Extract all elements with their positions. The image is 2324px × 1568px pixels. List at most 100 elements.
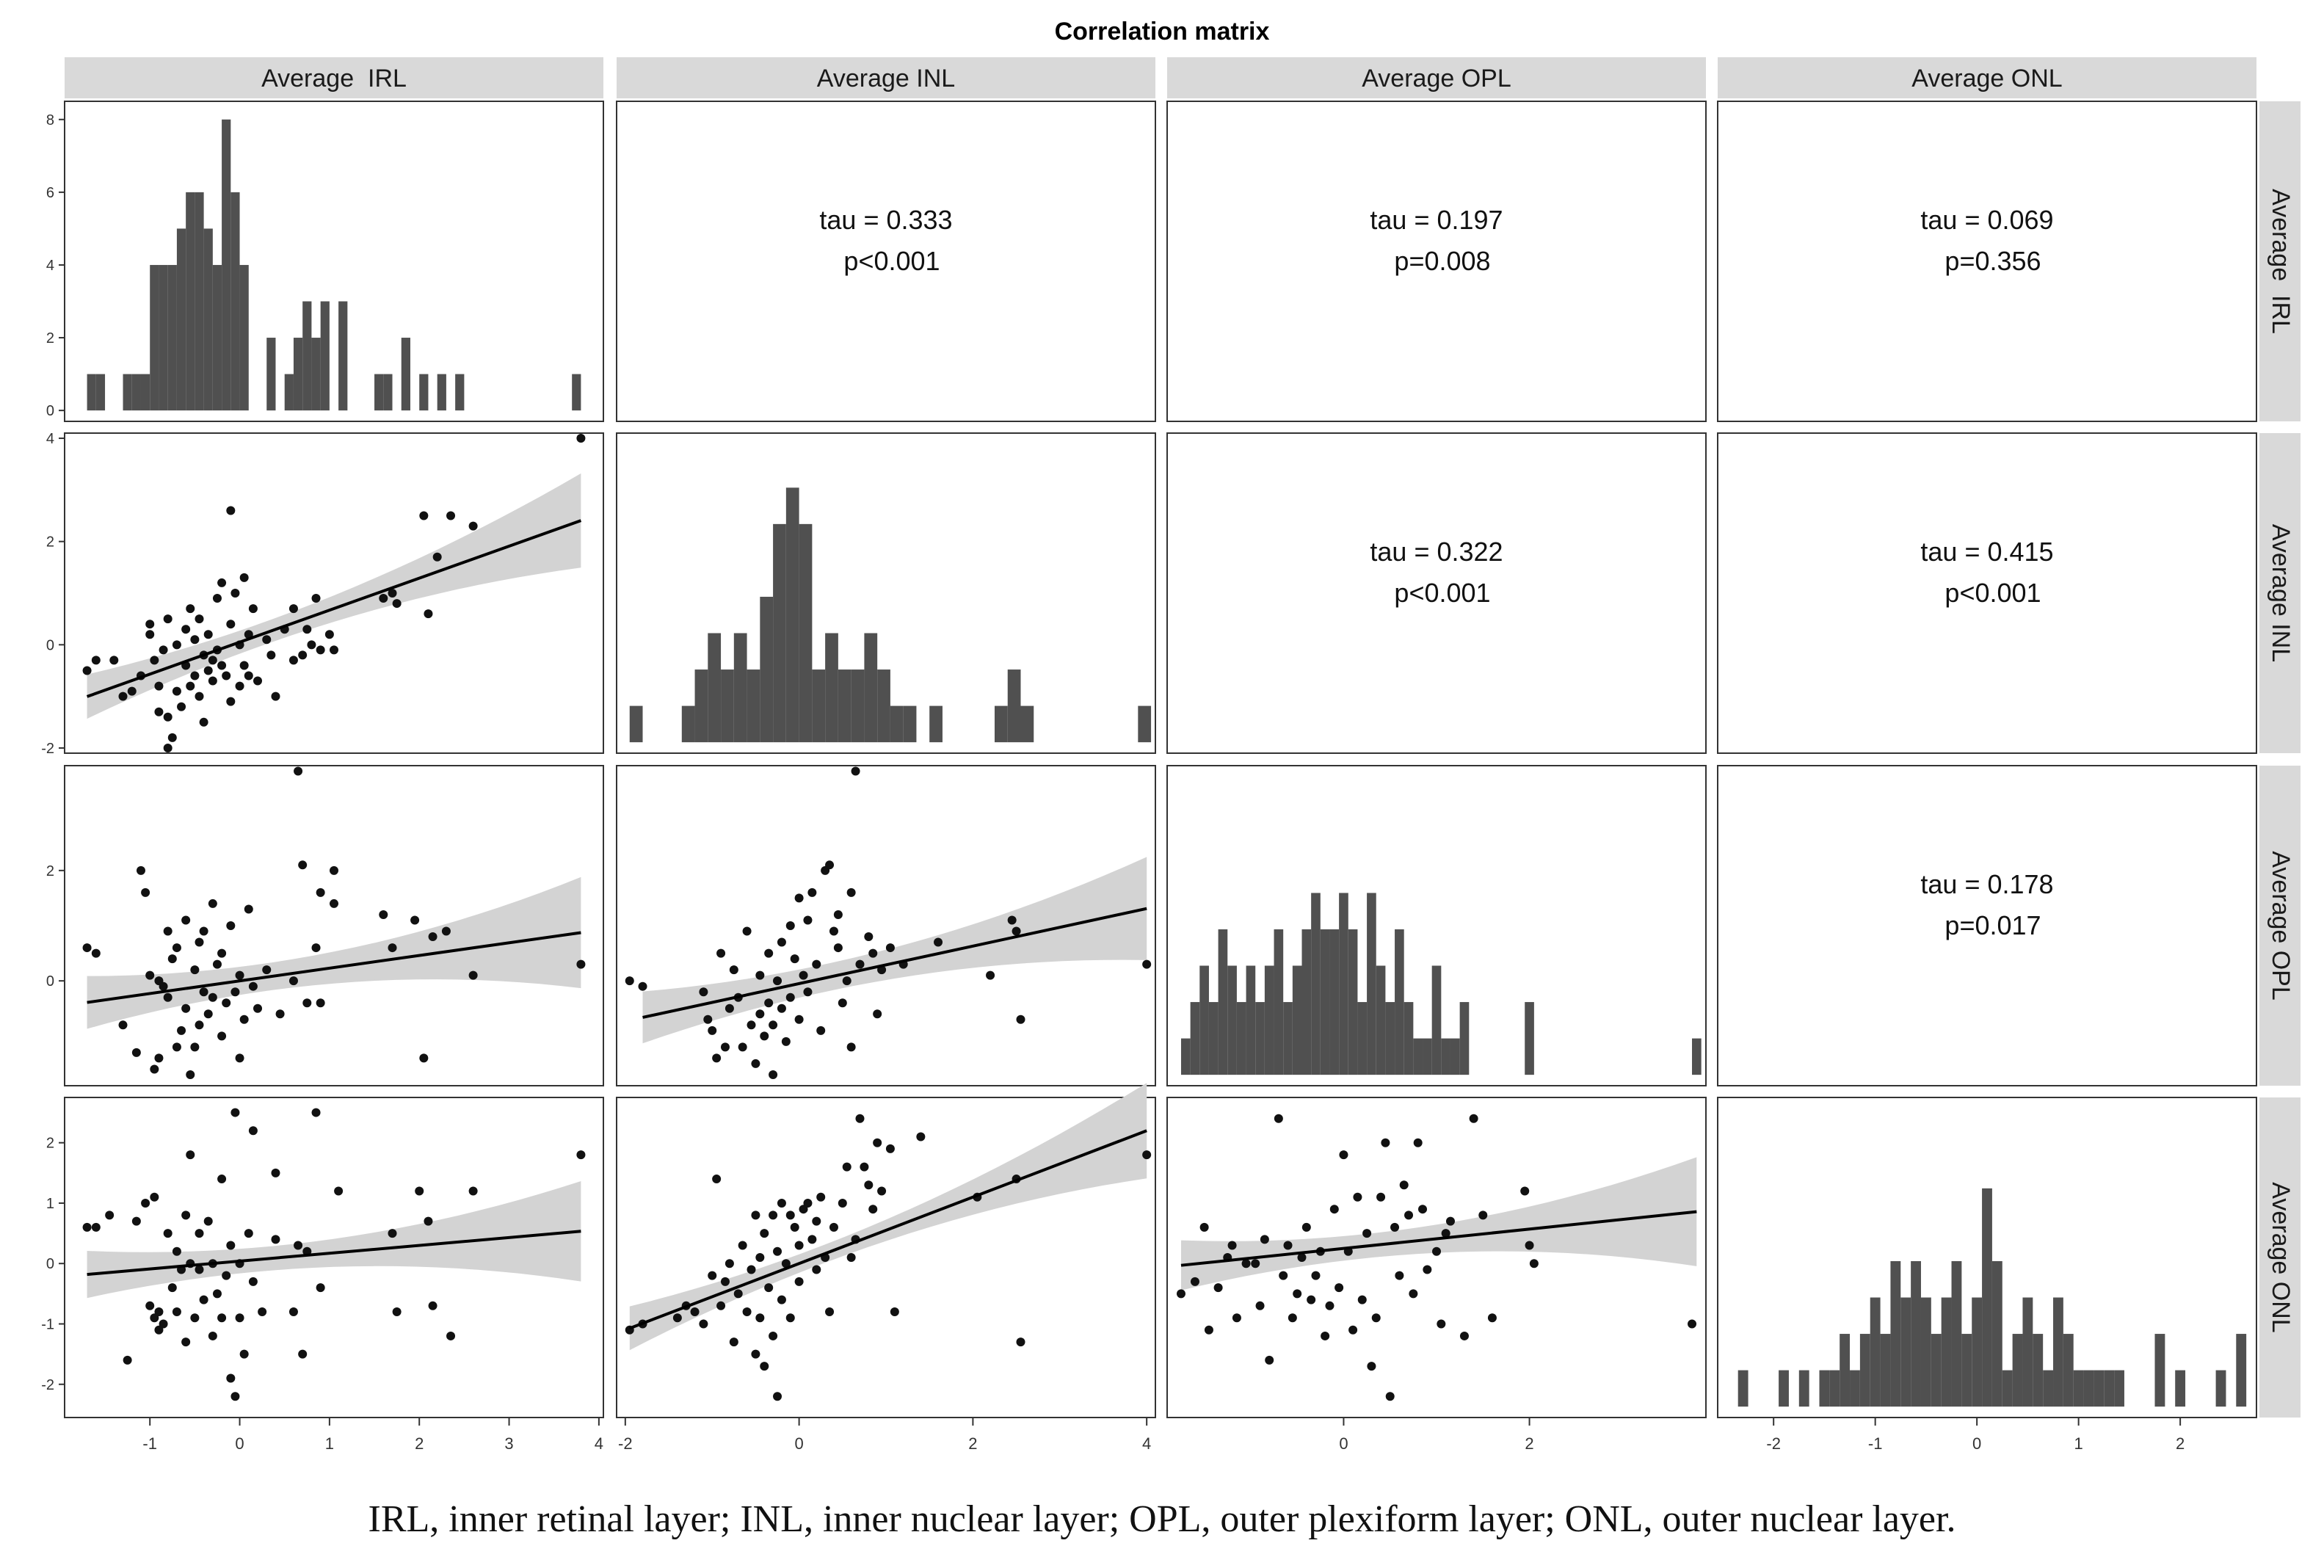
scatter-point-r2-c0-3 <box>131 1048 141 1057</box>
scatter-point-r2-c0-10 <box>159 981 168 991</box>
scatter-point-r2-c1-50 <box>873 1009 882 1019</box>
y-tick-label-r1-2: 2 <box>46 534 54 551</box>
scatter-point-r2-c0-52 <box>379 910 388 919</box>
p-label-r0-c3: p=0.356 <box>1944 246 2041 276</box>
scatter-point-r2-c1-5 <box>712 1053 722 1063</box>
scatter-point-r3-c1-26 <box>773 1392 782 1401</box>
histogram-bar-1-18 <box>903 705 917 743</box>
scatter-point-r3-c2-23 <box>1321 1331 1330 1340</box>
scatter-point-r2-c0-1 <box>91 948 101 958</box>
scatter-point-r3-c0-28 <box>212 1289 222 1299</box>
scatter-point-r3-c0-57 <box>446 1331 456 1340</box>
scatter-point-r3-c2-10 <box>1255 1301 1265 1310</box>
scatter-point-r2-c1-4 <box>708 1026 717 1035</box>
histogram-bar-2-14 <box>1311 893 1321 1075</box>
scatter-point-r1-c0-70 <box>468 521 478 531</box>
scatter-point-r1-c0-52 <box>271 692 280 701</box>
scatter-point-r3-c0-35 <box>230 1392 240 1401</box>
y-tick-label-r0-4: 8 <box>46 112 54 128</box>
panel-frame-r0-c2 <box>1166 101 1707 422</box>
scatter-point-r2-c1-22 <box>773 976 782 986</box>
scatter-point-r1-c0-32 <box>208 676 217 686</box>
y-tick-label-r3-3: 1 <box>46 1196 54 1212</box>
scatter-point-r2-c0-56 <box>428 932 437 942</box>
histogram-bar-3-31 <box>2104 1370 2115 1407</box>
histogram-bar-2-31 <box>1525 1002 1534 1075</box>
scatter-point-r3-c0-44 <box>271 1168 280 1177</box>
scatter-point-r3-c1-16 <box>751 1211 760 1220</box>
scatter-point-r2-c1-21 <box>769 1070 778 1079</box>
scatter-point-r2-c0-17 <box>181 915 191 925</box>
scatter-point-r3-c2-39 <box>1395 1271 1404 1280</box>
histogram-bar-3-32 <box>2114 1370 2124 1407</box>
panel-frame-r2-c2 <box>1166 765 1707 1086</box>
scatter-point-r2-c0-20 <box>190 965 200 975</box>
scatter-point-r2-c1-14 <box>751 1059 760 1068</box>
histogram-bar-1-15 <box>864 633 878 743</box>
scatter-point-r2-c1-29 <box>794 893 804 903</box>
scatter-point-r2-c0-43 <box>288 976 298 986</box>
scatter-point-r2-c1-35 <box>812 959 821 969</box>
scatter-point-r3-c0-27 <box>208 1331 217 1340</box>
scatter-point-r2-c1-47 <box>855 959 865 969</box>
scatter-point-r3-c0-12 <box>163 1229 173 1238</box>
x-tick-label-c3-2: 0 <box>1972 1434 1981 1453</box>
scatter-point-r3-c0-34 <box>230 1108 240 1117</box>
scatter-point-r3-c0-2 <box>105 1211 115 1220</box>
row-strip-1 <box>2259 433 2301 753</box>
scatter-point-r2-c0-4 <box>136 865 145 875</box>
scatter-point-r3-c1-43 <box>829 1222 838 1232</box>
scatter-point-r2-c1-36 <box>816 1026 826 1035</box>
chart-title: Correlation matrix <box>1055 18 1270 46</box>
x-tick-label-c3-4: 2 <box>2176 1434 2185 1453</box>
histogram-bar-3-15 <box>1941 1297 1952 1407</box>
scatter-point-r3-c0-51 <box>334 1186 344 1196</box>
histogram-bar-0-16 <box>266 338 276 411</box>
scatter-point-r3-c1-46 <box>846 1253 856 1262</box>
histogram-bar-2-29 <box>1450 1038 1460 1075</box>
histogram-bar-1-3 <box>708 633 722 743</box>
scatter-point-r1-c0-37 <box>222 671 231 680</box>
panel-frame-r3-c0 <box>64 1097 604 1418</box>
scatter-point-r3-c0-55 <box>424 1216 433 1226</box>
scatter-point-r3-c0-22 <box>195 1229 204 1238</box>
scatter-point-r3-c0-59 <box>576 1150 586 1160</box>
scatter-point-r2-c0-5 <box>141 888 150 897</box>
scatter-point-r2-c1-3 <box>703 1015 713 1024</box>
scatter-point-r3-c1-56 <box>916 1132 926 1141</box>
histogram-bar-3-2 <box>1798 1370 1809 1407</box>
histogram-bar-2-6 <box>1236 1002 1246 1075</box>
scatter-point-r3-c0-30 <box>217 1313 227 1323</box>
scatter-point-r2-c0-46 <box>302 998 312 1008</box>
scatter-point-r2-c1-54 <box>934 937 943 947</box>
scatter-point-r1-c0-2 <box>109 656 119 665</box>
scatter-point-r3-c2-33 <box>1367 1362 1376 1371</box>
row-strip-2 <box>2259 766 2301 1086</box>
histogram-bar-2-17 <box>1339 893 1348 1075</box>
scatter-point-r2-c0-47 <box>311 943 321 953</box>
histogram-bar-0-27 <box>437 374 446 411</box>
scatter-point-r3-c0-47 <box>298 1349 308 1359</box>
scatter-point-r1-c0-17 <box>172 686 181 696</box>
scatter-point-r3-c2-12 <box>1265 1355 1274 1365</box>
histogram-bar-3-9 <box>1880 1334 1891 1407</box>
scatter-point-r2-c0-12 <box>163 992 173 1002</box>
y-tick-label-r3-1: -1 <box>41 1316 54 1332</box>
scatter-point-r2-c0-32 <box>222 998 231 1008</box>
histogram-bar-0-26 <box>419 374 429 411</box>
scatter-point-r3-c1-12 <box>733 1289 743 1299</box>
scatter-point-r1-c0-10 <box>154 707 164 716</box>
scatter-point-r3-c0-4 <box>131 1216 141 1226</box>
scatter-point-r1-c0-18 <box>177 702 186 711</box>
scatter-point-r3-c2-34 <box>1371 1313 1381 1323</box>
column-label-3: Average ONL <box>1911 65 2062 92</box>
histogram-bar-0-23 <box>374 374 384 411</box>
scatter-point-r3-c0-1 <box>91 1222 101 1232</box>
scatter-point-r1-c0-50 <box>262 635 272 645</box>
scatter-point-r3-c0-43 <box>271 1235 280 1244</box>
scatter-point-r2-c1-58 <box>1016 1015 1025 1024</box>
scatter-point-r2-c1-6 <box>716 948 726 958</box>
x-tick-label-c1-2: 2 <box>968 1434 977 1453</box>
y-tick-label-r0-0: 0 <box>46 403 54 419</box>
histogram-bar-1-17 <box>890 705 904 743</box>
